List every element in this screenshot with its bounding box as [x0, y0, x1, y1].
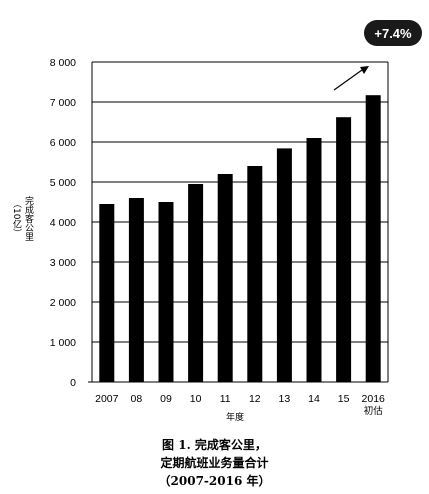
x-tick-label: 11 [220, 393, 231, 405]
y-tick-label: 2 000 [50, 297, 76, 309]
y-tick-label: 6 000 [50, 137, 76, 149]
trend-arrow-head [360, 66, 369, 74]
y-tick-label: 7 000 [50, 97, 76, 109]
y-tick-label: 4 000 [50, 217, 76, 229]
y-axis-label-line2: （10亿） [11, 199, 21, 238]
caption-line1: 图 1. 完成客公里， [162, 438, 267, 452]
bar [217, 174, 233, 382]
caption-line3: （2007-2016 年） [158, 474, 271, 488]
bar [365, 95, 381, 382]
bar [128, 198, 144, 382]
y-tick-label: 8 000 [50, 57, 76, 69]
x-axis-label: 年度 [226, 413, 245, 423]
growth-badge: +7.4% [364, 20, 422, 46]
x-tick-label: 2016 [362, 393, 386, 405]
x-tick-label: 初估 [364, 405, 384, 417]
x-tick-label: 09 [160, 393, 172, 405]
bar-chart: 0 1 000 2 000 3 000 4 000 5 000 6 000 7 000 8 00… [50, 57, 389, 417]
bar [336, 117, 352, 382]
x-tick-label: 15 [338, 393, 350, 405]
y-tick-label: 0 [70, 377, 76, 389]
bar [306, 138, 322, 382]
y-tick-label: 1 000 [50, 337, 76, 349]
y-axis-label: 完成客公里 （10亿） [6, 196, 34, 241]
y-tick-label: 3 000 [50, 257, 76, 269]
y-tick-label: 5 000 [50, 177, 76, 189]
x-tick-label: 10 [190, 393, 202, 405]
x-tick-label: 12 [249, 393, 261, 405]
y-axis-label-line1: 完成客公里 [23, 196, 33, 241]
x-tick-label: 13 [279, 393, 291, 405]
x-tick-label: 08 [131, 393, 143, 405]
bar [158, 202, 174, 382]
trend-arrow-line [333, 69, 363, 91]
caption-line2: 定期航班业务量合计 [160, 456, 269, 470]
x-tick-label: 2007 [95, 393, 119, 405]
bar [188, 184, 204, 382]
bar [99, 204, 115, 382]
bar [247, 166, 263, 382]
bar [276, 148, 292, 382]
x-tick-label: 14 [308, 393, 320, 405]
